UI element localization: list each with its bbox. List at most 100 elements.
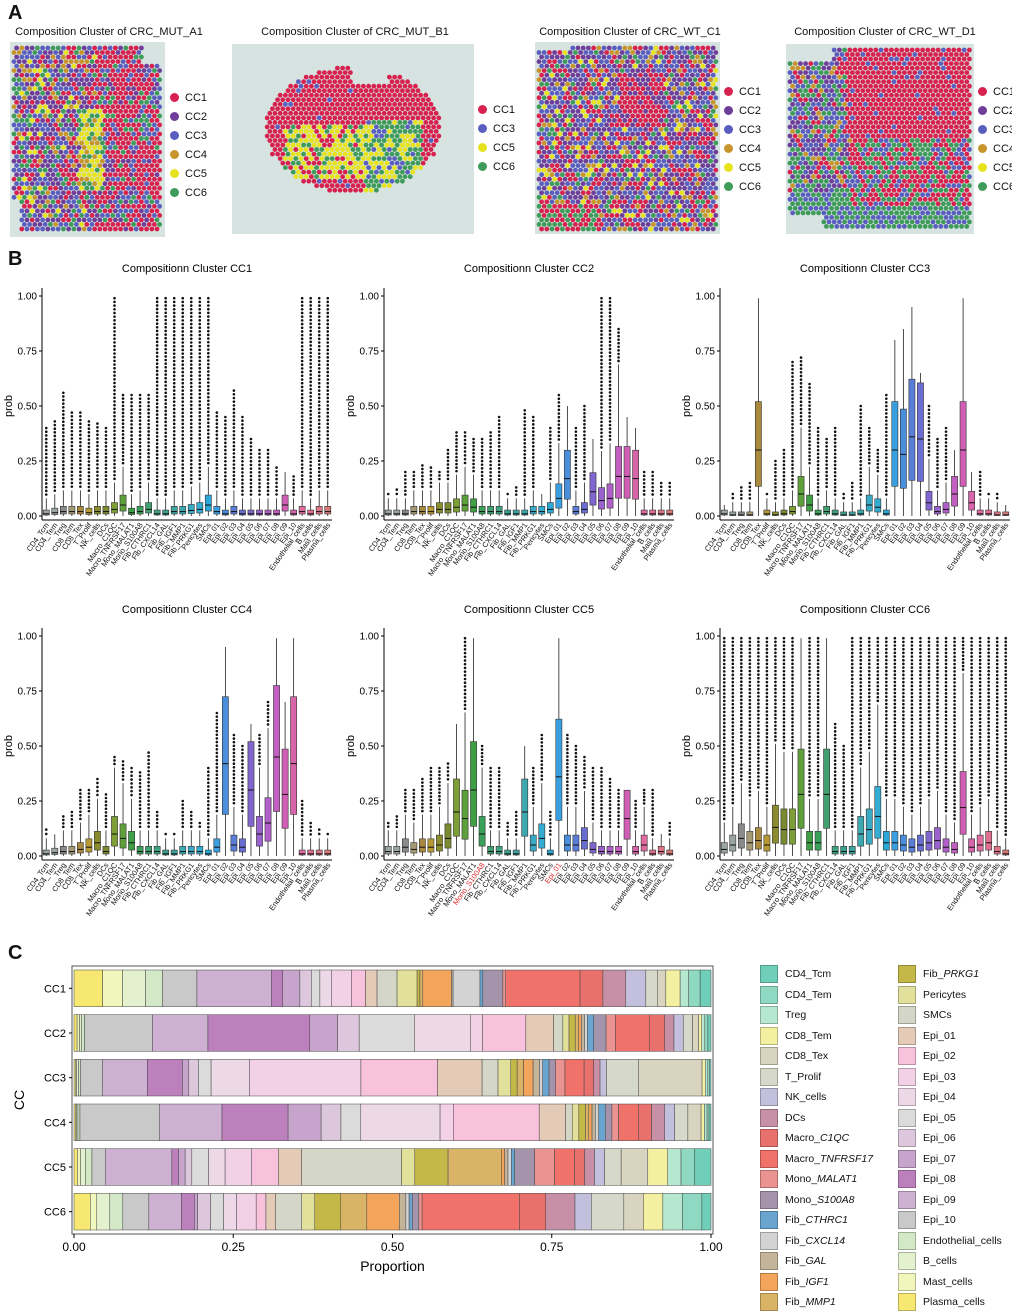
outlier-point	[53, 467, 56, 470]
outlier-point	[88, 435, 91, 438]
outlier-point	[96, 467, 99, 470]
outlier-point	[105, 456, 108, 459]
outlier-point	[105, 441, 108, 444]
outlier-point	[122, 408, 125, 411]
outlier-point	[105, 452, 108, 455]
outlier-point	[113, 444, 116, 447]
outlier-point	[53, 453, 56, 456]
outlier-point	[105, 467, 108, 470]
outlier-point	[96, 422, 99, 425]
outlier-point	[113, 304, 116, 307]
outlier-point	[96, 485, 99, 488]
outlier-point	[45, 441, 48, 444]
y-tick-label: 0.75	[18, 347, 38, 358]
outlier-point	[88, 482, 91, 485]
outlier-point	[45, 464, 48, 467]
box-DCs	[103, 506, 109, 514]
boxplot-cc1: Compositionn Cluster CC1prob0.000.250.50…	[3, 263, 333, 578]
outlier-point	[45, 427, 48, 430]
outlier-point	[113, 356, 116, 359]
outlier-point	[113, 415, 116, 418]
outlier-point	[79, 441, 82, 444]
outlier-point	[113, 452, 116, 455]
y-axis-label: prob	[3, 395, 15, 417]
outlier-point	[45, 475, 48, 478]
outlier-point	[105, 478, 108, 481]
outlier-point	[71, 456, 74, 459]
outlier-point	[53, 486, 56, 489]
outlier-point	[122, 419, 125, 422]
outlier-point	[113, 319, 116, 322]
outlier-point	[53, 478, 56, 481]
outlier-point	[88, 486, 91, 489]
outlier-point	[79, 426, 82, 429]
outlier-point	[79, 422, 82, 425]
outlier-point	[45, 467, 48, 470]
outlier-point	[88, 464, 91, 467]
outlier-point	[62, 453, 65, 456]
box-CD4_Tem	[52, 508, 58, 514]
outlier-point	[71, 478, 74, 481]
outlier-point	[79, 459, 82, 462]
outlier-point	[122, 451, 125, 454]
outlier-point	[105, 427, 108, 430]
outlier-point	[45, 482, 48, 485]
outlier-point	[53, 427, 56, 430]
outlier-point	[62, 482, 65, 485]
box-Macro_C1QC	[111, 503, 117, 513]
outlier-point	[88, 489, 91, 492]
outlier-point	[62, 457, 65, 460]
outlier-point	[122, 430, 125, 433]
outlier-point	[45, 434, 48, 437]
outlier-point	[62, 395, 65, 398]
outlier-point	[45, 430, 48, 433]
outlier-point	[105, 460, 108, 463]
outlier-point	[105, 438, 108, 441]
outlier-point	[105, 445, 108, 448]
outlier-point	[113, 326, 116, 329]
outlier-point	[71, 463, 74, 466]
outlier-point	[113, 404, 116, 407]
outlier-point	[71, 485, 74, 488]
outlier-point	[45, 449, 48, 452]
outlier-point	[79, 485, 82, 488]
outlier-point	[45, 453, 48, 456]
outlier-point	[105, 430, 108, 433]
outlier-point	[71, 467, 74, 470]
outlier-point	[122, 440, 125, 443]
outlier-point	[71, 441, 74, 444]
outlier-point	[113, 407, 116, 410]
outlier-point	[113, 374, 116, 377]
outlier-point	[113, 441, 116, 444]
outlier-point	[45, 471, 48, 474]
outlier-point	[105, 474, 108, 477]
outlier-point	[79, 467, 82, 470]
outlier-point	[53, 442, 56, 445]
outlier-point	[113, 367, 116, 370]
outlier-point	[113, 455, 116, 458]
outlier-point	[53, 431, 56, 434]
outlier-point	[79, 437, 82, 440]
box-Treg	[60, 506, 66, 514]
outlier-point	[113, 437, 116, 440]
outlier-point	[113, 315, 116, 318]
outlier-point	[45, 445, 48, 448]
outlier-point	[62, 410, 65, 413]
outlier-point	[45, 456, 48, 459]
outlier-point	[105, 449, 108, 452]
outlier-point	[53, 446, 56, 449]
outlier-point	[122, 437, 125, 440]
outlier-point	[71, 430, 74, 433]
outlier-point	[113, 323, 116, 326]
outlier-point	[88, 471, 91, 474]
outlier-point	[96, 471, 99, 474]
outlier-point	[113, 419, 116, 422]
outlier-point	[71, 422, 74, 425]
outlier-point	[88, 431, 91, 434]
outlier-point	[88, 438, 91, 441]
outlier-point	[71, 415, 74, 418]
outlier-point	[113, 382, 116, 385]
outlier-point	[96, 482, 99, 485]
outlier-point	[71, 445, 74, 448]
outlier-point	[88, 467, 91, 470]
